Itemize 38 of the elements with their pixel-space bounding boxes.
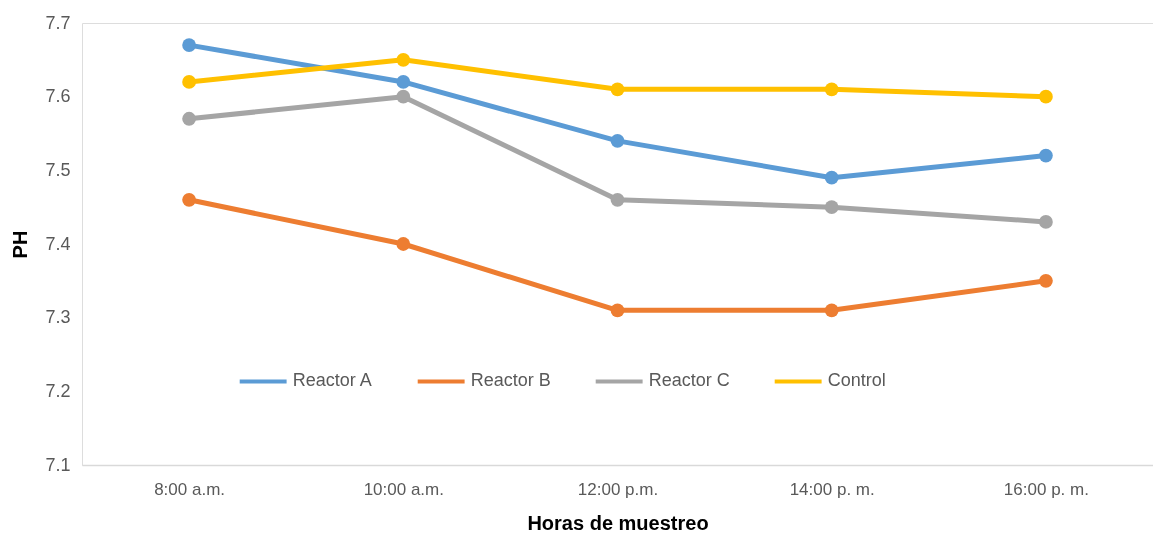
point — [610, 303, 625, 318]
point — [1039, 89, 1053, 104]
legend-label: Reactor B — [470, 370, 551, 391]
point — [1039, 215, 1053, 229]
point — [182, 192, 196, 207]
point — [610, 82, 625, 97]
point — [182, 38, 196, 52]
x-tick-label: 12:00 p.m. — [577, 479, 659, 499]
x-tick-label: 10:00 a.m. — [363, 479, 444, 499]
point — [824, 303, 839, 318]
point — [182, 75, 196, 89]
y-tick-label: 7.6 — [45, 86, 71, 107]
point — [396, 52, 411, 67]
x-tick-label: 8:00 a.m. — [154, 479, 226, 499]
point — [824, 82, 839, 97]
point — [1039, 148, 1053, 163]
x-tick-label: 16:00 p. m. — [1003, 479, 1089, 499]
y-tick-label: 7.3 — [45, 307, 71, 328]
x-axis-title: Horas de muestreo — [527, 511, 709, 534]
point — [1039, 273, 1053, 288]
y-tick-label: 7.4 — [45, 233, 71, 254]
legend-label: Reactor C — [648, 370, 730, 391]
point — [824, 200, 839, 215]
point — [182, 111, 196, 126]
legend-label: Reactor A — [292, 370, 372, 391]
y-tick-label: 7.7 — [45, 12, 71, 33]
point — [610, 192, 625, 207]
x-tick-label: 14:00 p. m. — [789, 479, 875, 499]
point — [396, 75, 411, 89]
point — [824, 170, 839, 185]
point — [610, 133, 625, 148]
point — [396, 89, 411, 104]
point — [396, 237, 411, 251]
y-tick-label: 7.1 — [45, 454, 71, 475]
y-tick-label: 7.2 — [45, 380, 71, 401]
y-tick-label: 7.5 — [45, 159, 71, 180]
y-axis-title: PH — [9, 230, 32, 259]
legend-label: Control — [827, 370, 886, 391]
